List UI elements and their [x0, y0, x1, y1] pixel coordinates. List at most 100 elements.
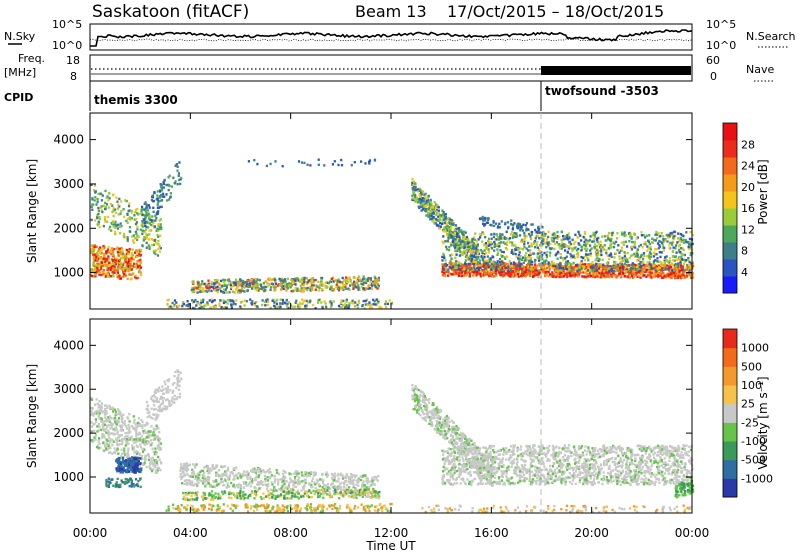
scatter-cell [677, 245, 680, 248]
scatter-cell [92, 264, 95, 267]
scatter-cell [477, 255, 480, 259]
scatter-cell [137, 259, 140, 263]
scatter-cell [565, 244, 568, 248]
scatter-cell [319, 283, 322, 286]
scatter-cell [188, 303, 191, 306]
scatter-cell [105, 196, 108, 199]
scatter-cell [247, 285, 250, 289]
scatter-cell [596, 251, 599, 254]
scatter-cell [678, 267, 681, 270]
scatter-cell [105, 273, 108, 277]
scatter-cell [535, 271, 538, 275]
scatter-cell [663, 275, 666, 278]
scatter-cell [485, 263, 488, 267]
scatter-cell [656, 274, 659, 277]
scatter-cell [598, 250, 601, 253]
scatter-cell [686, 265, 689, 269]
scatter-cell [93, 260, 96, 264]
scatter-cell [159, 190, 162, 193]
scatter-cell [508, 237, 511, 240]
scatter-cell [191, 299, 194, 302]
scatter-cell [152, 243, 155, 246]
scatter-cell [599, 269, 602, 273]
scatter-cell [362, 299, 365, 303]
scatter-cell [626, 251, 629, 255]
scatter-cell [155, 212, 158, 216]
scatter-cell [461, 236, 464, 239]
scatter-cell [157, 227, 161, 231]
scatter-cell [97, 414, 100, 418]
scatter-cell [98, 225, 101, 229]
scatter-cell [454, 269, 457, 272]
scatter-cell [468, 245, 471, 248]
scatter-cell [141, 222, 144, 225]
scatter-cell [421, 202, 425, 205]
scatter-cell [539, 255, 542, 258]
scatter-cell [158, 219, 161, 222]
scatter-cell [678, 257, 681, 260]
scatter-cell [643, 274, 646, 277]
scatter-cell [679, 251, 682, 254]
scatter-cell [676, 241, 679, 244]
scatter-cell [125, 219, 128, 222]
scatter-cell [263, 289, 267, 292]
scatter-cell [487, 258, 491, 261]
scatter-cell [205, 286, 208, 290]
scatter-cell [543, 241, 546, 245]
scatter-cell [173, 182, 176, 185]
scatter-cell [521, 270, 524, 273]
scatter-cell [414, 196, 417, 199]
scatter-cell [556, 275, 559, 278]
scatter-cell [327, 281, 330, 285]
scatter-cell [469, 254, 472, 258]
scatter-cell [562, 258, 565, 262]
scatter-cell [446, 264, 449, 267]
scatter-cell [102, 272, 105, 276]
scatter-cell [673, 259, 676, 262]
scatter-cell [614, 263, 618, 267]
scatter-cell [689, 244, 692, 247]
scatter-cell [224, 288, 227, 291]
scatter-cell [648, 275, 651, 278]
scatter-cell [560, 271, 563, 274]
scatter-cell [90, 249, 93, 253]
scatter-cell [436, 212, 439, 215]
scatter-cell [97, 212, 100, 216]
scatter-cell [116, 227, 119, 230]
scatter-cell [556, 230, 559, 234]
scatter-cell [616, 275, 619, 278]
scatter-cell [594, 275, 597, 279]
scatter-cell [593, 246, 596, 249]
scatter-cell [176, 304, 180, 308]
scatter-cell [139, 261, 142, 264]
scatter-cell [143, 429, 146, 432]
power-scatter [90, 158, 695, 310]
scatter-cell [341, 305, 344, 309]
scatter-cell [317, 163, 320, 166]
scatter-cell [526, 266, 530, 269]
scatter-cell [466, 269, 470, 272]
scatter-cell [165, 183, 168, 187]
scatter-cell [598, 263, 601, 266]
scatter-cell [239, 301, 242, 304]
scatter-cell [675, 267, 678, 271]
scatter-cell [235, 288, 238, 291]
scatter-cell [429, 198, 432, 202]
scatter-cell [256, 283, 259, 286]
scatter-cell [537, 231, 540, 234]
scatter-cell [516, 264, 519, 267]
scatter-cell [261, 299, 264, 302]
scatter-cell [236, 291, 240, 294]
scatter-cell [182, 301, 185, 304]
scatter-cell [486, 246, 489, 250]
scatter-cell [279, 305, 282, 309]
scatter-cell [537, 269, 541, 272]
scatter-cell [601, 258, 604, 261]
scatter-cell [441, 209, 444, 212]
scatter-cell [558, 243, 561, 246]
scatter-cell [658, 245, 661, 249]
scatter-cell [495, 238, 498, 241]
scatter-cell [687, 245, 690, 249]
scatter-cell [584, 253, 588, 256]
scatter-cell [619, 270, 622, 273]
